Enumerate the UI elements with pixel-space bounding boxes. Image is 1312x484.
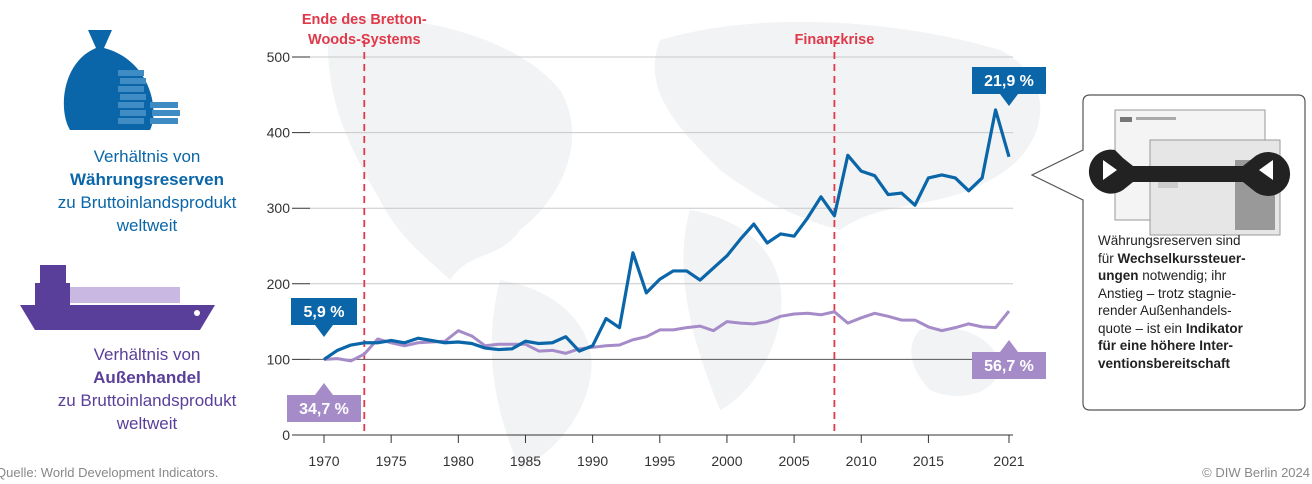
note-line: für eine höhere Inter- <box>1098 337 1303 355</box>
callout: 21,9 % <box>972 67 1046 106</box>
series-line <box>323 310 1011 363</box>
y-tick-label: 400 <box>267 125 291 141</box>
note-line: quote – ist ein Indikator <box>1098 320 1303 338</box>
note-line: Anstieg – trotz stagnie- <box>1098 285 1303 303</box>
callout-label: 21,9 % <box>984 73 1034 90</box>
note-text: Währungsreserven sind für Wechselkurssteu… <box>1098 232 1303 372</box>
reserves-icon <box>63 30 180 130</box>
note-line: für Wechselkurssteuer- <box>1098 250 1303 268</box>
callout-label: 5,9 % <box>304 304 345 321</box>
x-tick-label: 1980 <box>443 453 474 469</box>
map-background <box>328 18 1041 470</box>
note-run: quote – ist ein <box>1098 320 1186 336</box>
note-line: Währungsreserven sind <box>1098 232 1303 250</box>
y-tick-label: 300 <box>267 200 291 216</box>
x-tick-label: 1990 <box>577 453 608 469</box>
note-run: notwendig; ihr <box>1138 268 1227 283</box>
legend-after: zu Bruttoinlandsprodukt weltweit <box>57 193 237 235</box>
note-box <box>1030 94 1306 411</box>
note-line: ungen notwendig; ihr <box>1098 267 1303 285</box>
x-tick-label: 1995 <box>644 453 675 469</box>
series-line <box>323 108 1011 361</box>
callout: 5,9 % <box>291 298 357 337</box>
event-label: Ende des Bretton- <box>302 12 427 28</box>
callout-pointer <box>315 383 333 395</box>
callout-box <box>972 67 1046 94</box>
callout: 56,7 % <box>972 340 1046 379</box>
callout-label: 56,7 % <box>984 358 1034 375</box>
callout-pointer <box>1000 340 1018 352</box>
x-tick-label: 1985 <box>510 453 541 469</box>
note-line: render Außenhandels- <box>1098 302 1303 320</box>
note-run: für <box>1098 250 1118 266</box>
x-tick-label: 2000 <box>711 453 742 469</box>
note-run: render Außenhandels- <box>1098 303 1232 318</box>
note-run: Wechselkurssteuer- <box>1117 250 1246 266</box>
callout-label: 34,7 % <box>299 401 349 418</box>
legend-reserves: Verhältnis von Währungsreserven zu Brutt… <box>22 145 272 237</box>
callout-box <box>287 395 361 422</box>
callout-pointer <box>1000 94 1018 106</box>
legend-trade: Verhältnis von Außenhandel zu Bruttoinla… <box>22 343 272 435</box>
note-run: ventionsbereitschaft <box>1098 355 1231 371</box>
note-run: Indikator <box>1185 320 1243 336</box>
note-line: ventionsbereitschaft <box>1098 355 1303 373</box>
x-tick-label: 2010 <box>846 453 877 469</box>
note-run: Währungsreserven sind <box>1098 233 1241 248</box>
x-tick-label: 2021 <box>993 453 1024 469</box>
legend-before: Verhältnis von <box>93 345 201 364</box>
y-tick-label: 0 <box>282 427 290 443</box>
legend-before: Verhältnis von <box>93 147 201 166</box>
y-tick-label: 200 <box>267 276 291 292</box>
callout-pointer <box>315 325 333 337</box>
legend-after: zu Bruttoinlandsprodukt weltweit <box>57 391 237 433</box>
copyright: © DIW Berlin 2024 <box>1202 465 1310 480</box>
callout-box <box>291 298 357 325</box>
note-run: Anstieg – trotz stagnie- <box>1098 285 1237 301</box>
x-tick-label: 2005 <box>779 453 810 469</box>
event-label: Finanzkrise <box>795 32 875 48</box>
note-run: für eine höhere Inter- <box>1098 338 1234 353</box>
source: Quelle: World Development Indicators. <box>0 465 219 480</box>
legend-name: Währungsreserven <box>70 170 224 189</box>
callout: 34,7 % <box>287 383 361 422</box>
trade-icon <box>20 265 215 330</box>
y-tick-label: 100 <box>267 351 291 367</box>
x-tick-label: 1970 <box>308 453 339 469</box>
callout-box <box>972 352 1046 379</box>
y-tick-label: 500 <box>267 49 291 65</box>
legend-name: Außenhandel <box>93 368 201 387</box>
event-label: Woods-Systems <box>308 32 421 48</box>
x-tick-label: 2015 <box>913 453 944 469</box>
note-run: ungen <box>1098 268 1139 283</box>
x-tick-label: 1975 <box>376 453 407 469</box>
